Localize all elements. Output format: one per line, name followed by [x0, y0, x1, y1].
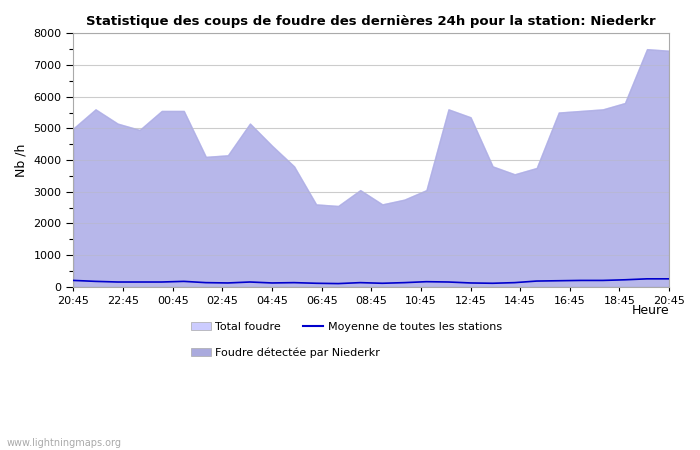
Legend: Foudre détectée par Niederkr: Foudre détectée par Niederkr: [186, 343, 384, 362]
Text: www.lightningmaps.org: www.lightningmaps.org: [7, 438, 122, 448]
Text: Heure: Heure: [631, 305, 669, 318]
Y-axis label: Nb /h: Nb /h: [15, 144, 28, 177]
Title: Statistique des coups de foudre des dernières 24h pour la station: Niederkr: Statistique des coups de foudre des dern…: [87, 15, 656, 28]
